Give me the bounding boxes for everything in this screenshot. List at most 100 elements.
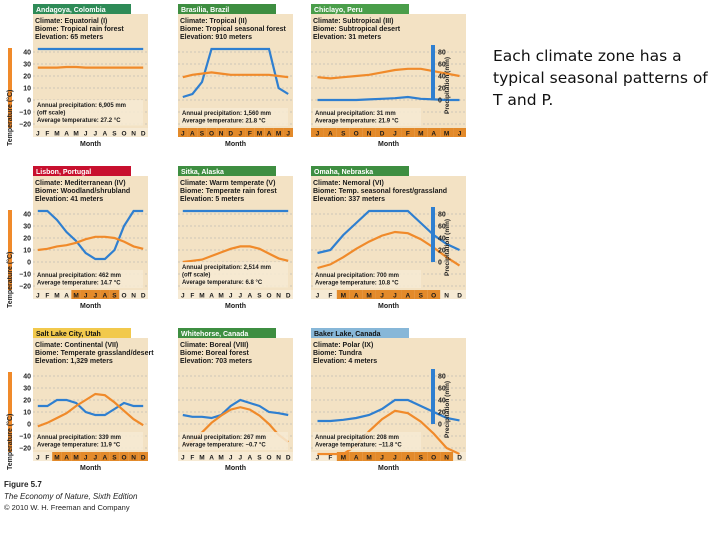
month-tick: A (328, 131, 333, 138)
precipitation-tick-label: 0 (438, 98, 442, 105)
month-tick: S (112, 293, 117, 300)
temperature-tick-label: 0 (27, 98, 31, 105)
dry-month-cell (336, 452, 350, 461)
climate-panel: Andagoya, Colombia Climate: Equatorial (I… (33, 4, 148, 148)
month-tick: J (393, 131, 397, 138)
dry-month-cell (401, 290, 415, 299)
temperature-tick-label: −10 (19, 272, 31, 279)
annotation-text: Annual precipitation: 6,905 mm (37, 103, 126, 109)
dry-month-cell (128, 452, 139, 461)
month-tick: O (122, 455, 127, 462)
annotation-text: Average temperature: 11.9 °C (37, 443, 121, 449)
month-tick: A (267, 131, 272, 138)
month-tick: O (122, 293, 127, 300)
precipitation-axis-bar (431, 45, 435, 100)
month-tick: D (286, 293, 291, 300)
month-tick: M (54, 293, 59, 300)
precipitation-tick-label: 20 (438, 248, 446, 255)
month-band (33, 128, 148, 137)
temperature-axis-title: Temperature (°C) (6, 252, 14, 308)
month-tick: A (64, 455, 69, 462)
panel-info-line: Climate: Boreal (VIII) (180, 342, 248, 349)
month-tick: J (316, 131, 320, 138)
month-tick: M (73, 131, 78, 138)
climate-panel: Salt Lake City, Utah Climate: Continental… (33, 328, 154, 472)
month-tick: S (419, 455, 424, 462)
panel-header (33, 4, 131, 14)
month-tick: S (341, 131, 346, 138)
panel-info-line: Biome: Woodland/shrubland (35, 188, 130, 195)
month-tick: A (64, 293, 69, 300)
dry-month-cell (401, 128, 415, 137)
temperature-line (317, 230, 461, 270)
dry-month-cell (375, 290, 389, 299)
precipitation-line (317, 95, 460, 102)
month-tick: A (354, 293, 359, 300)
dry-month-cell (349, 128, 363, 137)
month-tick: A (248, 293, 253, 300)
temperature-tick-label: 10 (23, 248, 31, 255)
dry-month-cell (362, 290, 376, 299)
dry-month-cell (80, 452, 91, 461)
temperature-tick-label: 40 (23, 50, 31, 57)
climate-panel: Brasília, Brazil Climate: Tropical (II)Bi… (178, 4, 293, 148)
temperature-tick-label: 40 (23, 374, 31, 381)
month-tick: J (458, 131, 462, 138)
dry-month-cell (375, 128, 389, 137)
temperature-line (37, 392, 144, 428)
panel-info-line: Climate: Equatorial (I) (35, 18, 107, 25)
figure-label: Figure 5.7 (4, 480, 42, 489)
x-axis-label: Month (225, 303, 246, 310)
month-tick: A (103, 293, 108, 300)
climate-figure: Andagoya, Colombia Climate: Equatorial (I… (4, 4, 466, 512)
panel-title: Andagoya, Colombia (36, 7, 106, 14)
month-tick: N (444, 455, 449, 462)
precipitation-tick-label: 80 (438, 50, 446, 57)
annotation-text: Annual precipitation: 339 mm (37, 435, 121, 441)
temperature-line (37, 65, 144, 69)
month-tick: J (36, 293, 40, 300)
annotation-text: Average temperature: 27.2 °C (37, 118, 121, 124)
panel-info-line: Elevation: 41 meters (35, 196, 103, 203)
dry-month-cell (206, 128, 217, 137)
dry-month-cell (245, 128, 255, 137)
precipitation-line (37, 398, 144, 417)
precipitation-tick-label: 40 (438, 236, 446, 243)
month-tick: S (257, 293, 262, 300)
temperature-axis-title: Temperature (°C) (6, 414, 14, 470)
dry-month-cell (254, 128, 265, 137)
precipitation-tick-label: 0 (438, 260, 442, 267)
month-tick: M (341, 293, 346, 300)
dry-month-cell (349, 290, 363, 299)
precipitation-axis-title: Precipitation (mm) (444, 57, 451, 114)
annotation-text: Average temperature: 21.8 °C (182, 119, 266, 125)
panel-title: Omaha, Nebraska (314, 169, 373, 176)
panel-info-line: Biome: Tropical rain forest (35, 26, 124, 33)
month-tick: A (406, 455, 411, 462)
month-tick: A (190, 131, 195, 138)
dry-month-cell (80, 290, 91, 299)
month-tick: M (199, 293, 204, 300)
temperature-line (182, 71, 289, 79)
month-tick: A (248, 455, 253, 462)
month-tick: S (112, 131, 117, 138)
month-tick: M (341, 455, 346, 462)
dry-month-cell (414, 290, 428, 299)
month-tick: D (141, 455, 146, 462)
temperature-tick-label: 30 (23, 386, 31, 393)
precipitation-line (317, 209, 460, 255)
panel-header (178, 166, 276, 176)
month-tick: O (431, 293, 436, 300)
month-tick: S (112, 455, 117, 462)
panel-info-line: Biome: Tundra (313, 350, 362, 357)
temperature-axis-bar (8, 210, 12, 290)
month-tick: J (36, 455, 40, 462)
month-tick: M (73, 293, 78, 300)
month-tick: J (286, 131, 290, 138)
dry-month-cell (264, 128, 274, 137)
panel-info-line: Elevation: 337 meters (313, 196, 385, 203)
month-tick: N (219, 131, 224, 138)
precipitation-line (182, 47, 289, 99)
dry-month-cell (225, 128, 236, 137)
climate-diagram-svg: Andagoya, Colombia Climate: Equatorial (I… (6, 4, 466, 472)
